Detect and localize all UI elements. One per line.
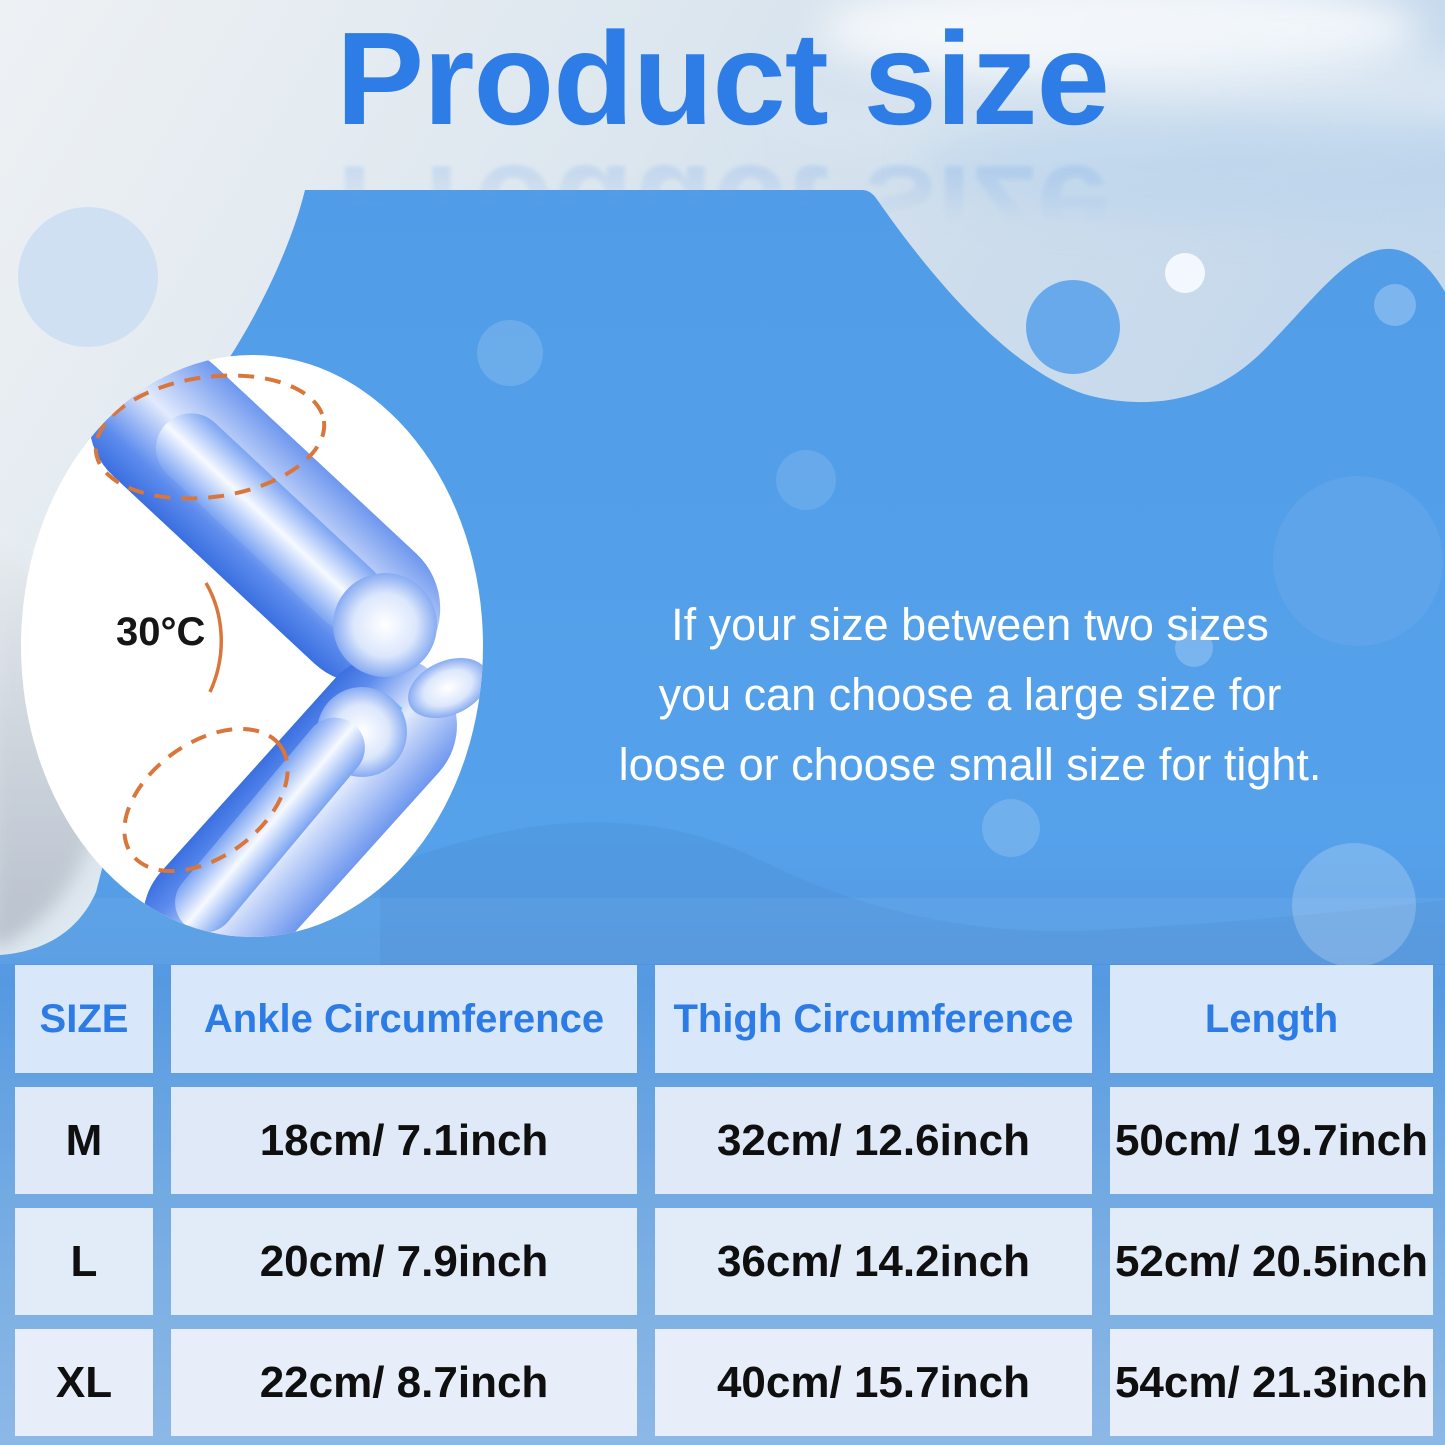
table-cell-size: XL — [15, 1329, 153, 1436]
table-header-thigh: Thigh Circumference — [655, 965, 1092, 1073]
table-cell-thigh: 40cm/ 15.7inch — [655, 1329, 1092, 1436]
tibia-bone — [175, 717, 365, 933]
measurement-dashed-ellipses — [93, 373, 327, 874]
page-title: Product size — [336, 5, 1110, 152]
sky-region — [0, 0, 1445, 955]
temperature-arc — [204, 582, 224, 693]
table-cell-ankle: 22cm/ 8.7inch — [171, 1329, 637, 1436]
table-header-length: Length — [1110, 965, 1433, 1073]
table-cell-length: 52cm/ 20.5inch — [1110, 1208, 1433, 1315]
table-header-ankle: Ankle Circumference — [171, 965, 637, 1073]
sky-bubble — [18, 207, 158, 347]
table-cell-size: M — [15, 1087, 153, 1194]
page-title-reflection: Product size — [336, 138, 1109, 286]
mountain-silhouette — [380, 822, 1445, 965]
table-cell-thigh: 32cm/ 12.6inch — [655, 1087, 1092, 1194]
wave-bubbles — [477, 284, 1443, 967]
table-cell-size: L — [15, 1208, 153, 1315]
table-cell-ankle: 18cm/ 7.1inch — [171, 1087, 637, 1194]
sizing-note-line: If your size between two sizes — [671, 599, 1269, 650]
femur-head — [333, 573, 437, 677]
kneecap — [408, 657, 483, 719]
sky-bubble — [1026, 280, 1120, 374]
knee-illustration — [21, 355, 483, 937]
table-header-size: SIZE — [15, 965, 153, 1073]
table-cell-ankle: 20cm/ 7.9inch — [171, 1208, 637, 1315]
sizing-note-line: loose or choose small size for tight. — [618, 738, 1322, 790]
sky-bubble — [1165, 253, 1205, 293]
sizing-note: If your size between two sizes you can c… — [605, 590, 1335, 799]
size-table: SIZE Ankle Circumference Thigh Circumfer… — [0, 953, 1445, 1445]
sizing-note-line: you can choose a large size for — [658, 668, 1282, 720]
table-cell-length: 50cm/ 19.7inch — [1110, 1087, 1433, 1194]
temperature-label: 30°C — [116, 610, 206, 654]
table-cell-thigh: 36cm/ 14.2inch — [655, 1208, 1092, 1315]
table-cell-length: 54cm/ 21.3inch — [1110, 1329, 1433, 1436]
femur-bone — [156, 413, 384, 631]
